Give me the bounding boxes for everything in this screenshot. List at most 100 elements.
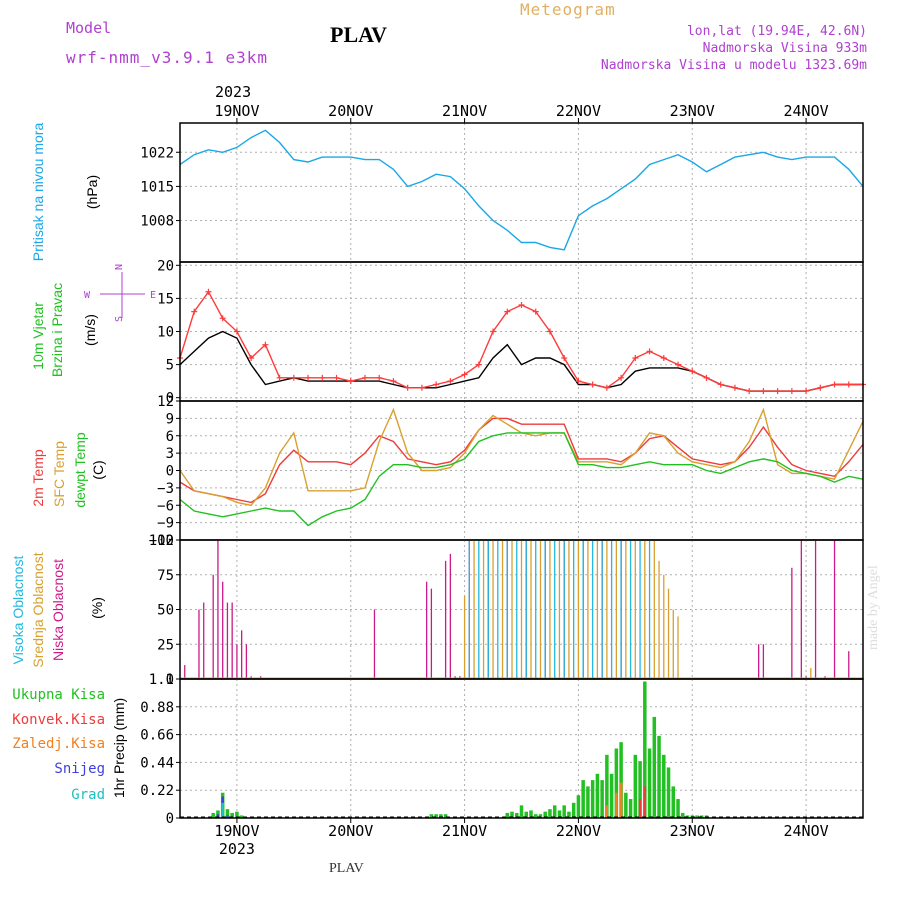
gust-marker-5 <box>233 328 240 335</box>
y-tick-label-1-2: 1015 <box>140 179 174 195</box>
precip-bar-1-42 <box>647 748 652 818</box>
y-tick-label-5-5: 0.22 <box>140 783 174 799</box>
precip-axis-title: 1hr Precip (mm) <box>111 698 127 798</box>
compass-north-label: N <box>114 264 125 270</box>
y-tick-label-3-2: 9 <box>166 411 174 427</box>
precip-bar-1-36 <box>619 742 623 818</box>
y-tick-label-3-3: 6 <box>166 429 174 445</box>
gust-marker-45 <box>803 388 810 395</box>
cloud-axis-unit: (%) <box>89 597 105 619</box>
precip-bar-1-49 <box>681 812 685 818</box>
precip-bar-1-48 <box>676 799 680 818</box>
temp-axis-unit: (C) <box>90 460 106 479</box>
y-tick-label-2-1: 20 <box>157 258 174 274</box>
gust-marker-10 <box>305 374 312 381</box>
y-tick-label-2-2: 15 <box>157 291 174 307</box>
gust-marker-23 <box>490 328 497 335</box>
cloud-axis-high: Visoka Oblacnost <box>10 556 26 665</box>
precip-bar-1-43 <box>652 716 657 818</box>
gust-marker-3 <box>205 288 212 295</box>
gust-marker-39 <box>717 381 724 388</box>
top-day-label-5: 23NOV <box>670 102 715 120</box>
gust-marker-31 <box>603 384 610 391</box>
gust-marker-8 <box>276 374 283 381</box>
precip-bar-1-9 <box>434 814 438 818</box>
precip-bar-1-37 <box>624 792 628 818</box>
y-tick-label-2-4: 5 <box>166 358 174 374</box>
precip-legend-5: Grad <box>71 787 105 803</box>
precip-bar-1-10 <box>439 814 443 818</box>
precip-bar-1-18 <box>533 814 538 818</box>
gust-marker-48 <box>845 381 852 388</box>
compass-east-label: E <box>150 290 156 301</box>
gust-marker-33 <box>632 354 639 361</box>
gust-marker-17 <box>404 384 411 391</box>
y-tick-label-1-1: 1022 <box>140 145 174 161</box>
model-label: Model <box>66 19 112 37</box>
gust-marker-46 <box>817 384 824 391</box>
y-tick-label-3-5: 0 <box>166 464 174 480</box>
model-elevation-label: Nadmorska Visina u modelu 1323.69m <box>600 58 867 73</box>
gust-marker-6 <box>248 354 255 361</box>
gust-marker-34 <box>646 348 653 355</box>
coordinates-label: lon,lat (19.94E, 42.6N) <box>686 24 867 39</box>
y-tick-label-2-5: 0 <box>166 391 174 407</box>
gust-marker-22 <box>475 361 482 368</box>
gust-marker-7 <box>262 341 269 348</box>
gust-marker-12 <box>333 374 340 381</box>
wind-axis-title-2: Brzina i Pravac <box>49 283 65 377</box>
precip-bar-1-25 <box>567 811 571 818</box>
gust-marker-2 <box>191 308 198 315</box>
bottom-day-label-3: 21NOV <box>442 822 487 840</box>
y-tick-label-3-4: 3 <box>166 446 174 462</box>
precip-bar-1-34 <box>609 773 614 818</box>
y-tick-label-5-4: 0.44 <box>140 755 174 771</box>
y-tick-label-4-3: 50 <box>157 603 174 619</box>
gust-marker-14 <box>361 374 368 381</box>
model-name: wrf-nmm_v3.9.1 e3km <box>66 48 269 67</box>
y-tick-label-1-3: 1008 <box>140 214 174 230</box>
precip-bar-1-31 <box>595 773 600 818</box>
y-tick-label-5-1: 1.1 <box>149 672 174 688</box>
top-day-label-1: 19NOV <box>214 102 259 120</box>
temp-axis-2m: 2m Temp <box>30 449 46 507</box>
gust-marker-20 <box>447 378 454 385</box>
precip-bar-1-4 <box>225 809 230 818</box>
wind-axis-title: 10m Vjetar <box>30 302 46 370</box>
precip-bar-1-26 <box>571 802 576 818</box>
precip-bar-1-11 <box>443 814 448 818</box>
precip-bar-1-21 <box>548 809 552 818</box>
elevation-label: Nadmorska Visina 933m <box>702 41 867 56</box>
station-title: PLAV <box>330 22 388 47</box>
pressure-axis-unit: (hPa) <box>84 175 100 209</box>
series-2-1-line <box>179 330 863 392</box>
footer-station: PLAV <box>329 861 364 876</box>
gust-marker-29 <box>575 378 582 385</box>
precip-bar-3-1 <box>605 805 609 818</box>
gust-marker-27 <box>546 328 553 335</box>
gust-marker-30 <box>589 381 596 388</box>
series-3-3-line <box>179 432 864 527</box>
gust-marker-19 <box>433 381 440 388</box>
precip-bar-1-52 <box>695 815 699 818</box>
bottom-day-label-5: 23NOV <box>670 822 715 840</box>
gust-marker-44 <box>788 388 795 395</box>
gust-marker-18 <box>418 384 425 391</box>
precip-bar-3-2 <box>615 792 618 818</box>
precip-bar-4-3 <box>226 815 229 818</box>
panels-group: 10221015100820151050129630−3−6−9−1210075… <box>10 122 866 827</box>
precip-bar-1-6 <box>235 811 239 818</box>
y-tick-label-2-3: 10 <box>157 325 174 341</box>
bottom-day-label-2: 20NOV <box>328 822 373 840</box>
precip-bar-1-17 <box>529 810 533 818</box>
series-1-1-line <box>179 129 864 251</box>
bottom-day-label-1: 19NOV <box>214 822 259 840</box>
precip-bar-1-15 <box>519 805 524 818</box>
precip-bar-1-16 <box>524 811 528 818</box>
cloud-axis-mid: Srednja Oblacnost <box>30 552 46 667</box>
y-tick-label-3-9: −12 <box>149 533 174 549</box>
temp-axis-sfc: SFC Temp <box>51 441 67 507</box>
compass-cross <box>100 272 145 318</box>
gust-marker-13 <box>347 378 354 385</box>
